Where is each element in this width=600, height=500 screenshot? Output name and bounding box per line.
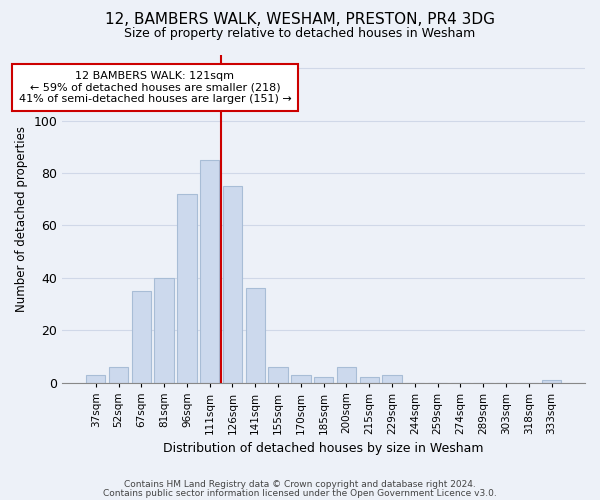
Y-axis label: Number of detached properties: Number of detached properties	[15, 126, 28, 312]
Bar	[245, 288, 265, 382]
Bar	[154, 278, 174, 382]
Bar	[359, 378, 379, 382]
Bar	[109, 367, 128, 382]
Bar	[131, 291, 151, 382]
Text: Contains HM Land Registry data © Crown copyright and database right 2024.: Contains HM Land Registry data © Crown c…	[124, 480, 476, 489]
Text: Contains public sector information licensed under the Open Government Licence v3: Contains public sector information licen…	[103, 489, 497, 498]
Text: Size of property relative to detached houses in Wesham: Size of property relative to detached ho…	[124, 28, 476, 40]
Bar	[542, 380, 561, 382]
Bar	[200, 160, 220, 382]
Bar	[223, 186, 242, 382]
Bar	[291, 374, 311, 382]
X-axis label: Distribution of detached houses by size in Wesham: Distribution of detached houses by size …	[163, 442, 484, 455]
Text: 12, BAMBERS WALK, WESHAM, PRESTON, PR4 3DG: 12, BAMBERS WALK, WESHAM, PRESTON, PR4 3…	[105, 12, 495, 28]
Bar	[86, 374, 106, 382]
Bar	[177, 194, 197, 382]
Bar	[382, 374, 402, 382]
Bar	[268, 367, 288, 382]
Bar	[314, 378, 334, 382]
Bar	[337, 367, 356, 382]
Text: 12 BAMBERS WALK: 121sqm
← 59% of detached houses are smaller (218)
41% of semi-d: 12 BAMBERS WALK: 121sqm ← 59% of detache…	[19, 70, 292, 104]
